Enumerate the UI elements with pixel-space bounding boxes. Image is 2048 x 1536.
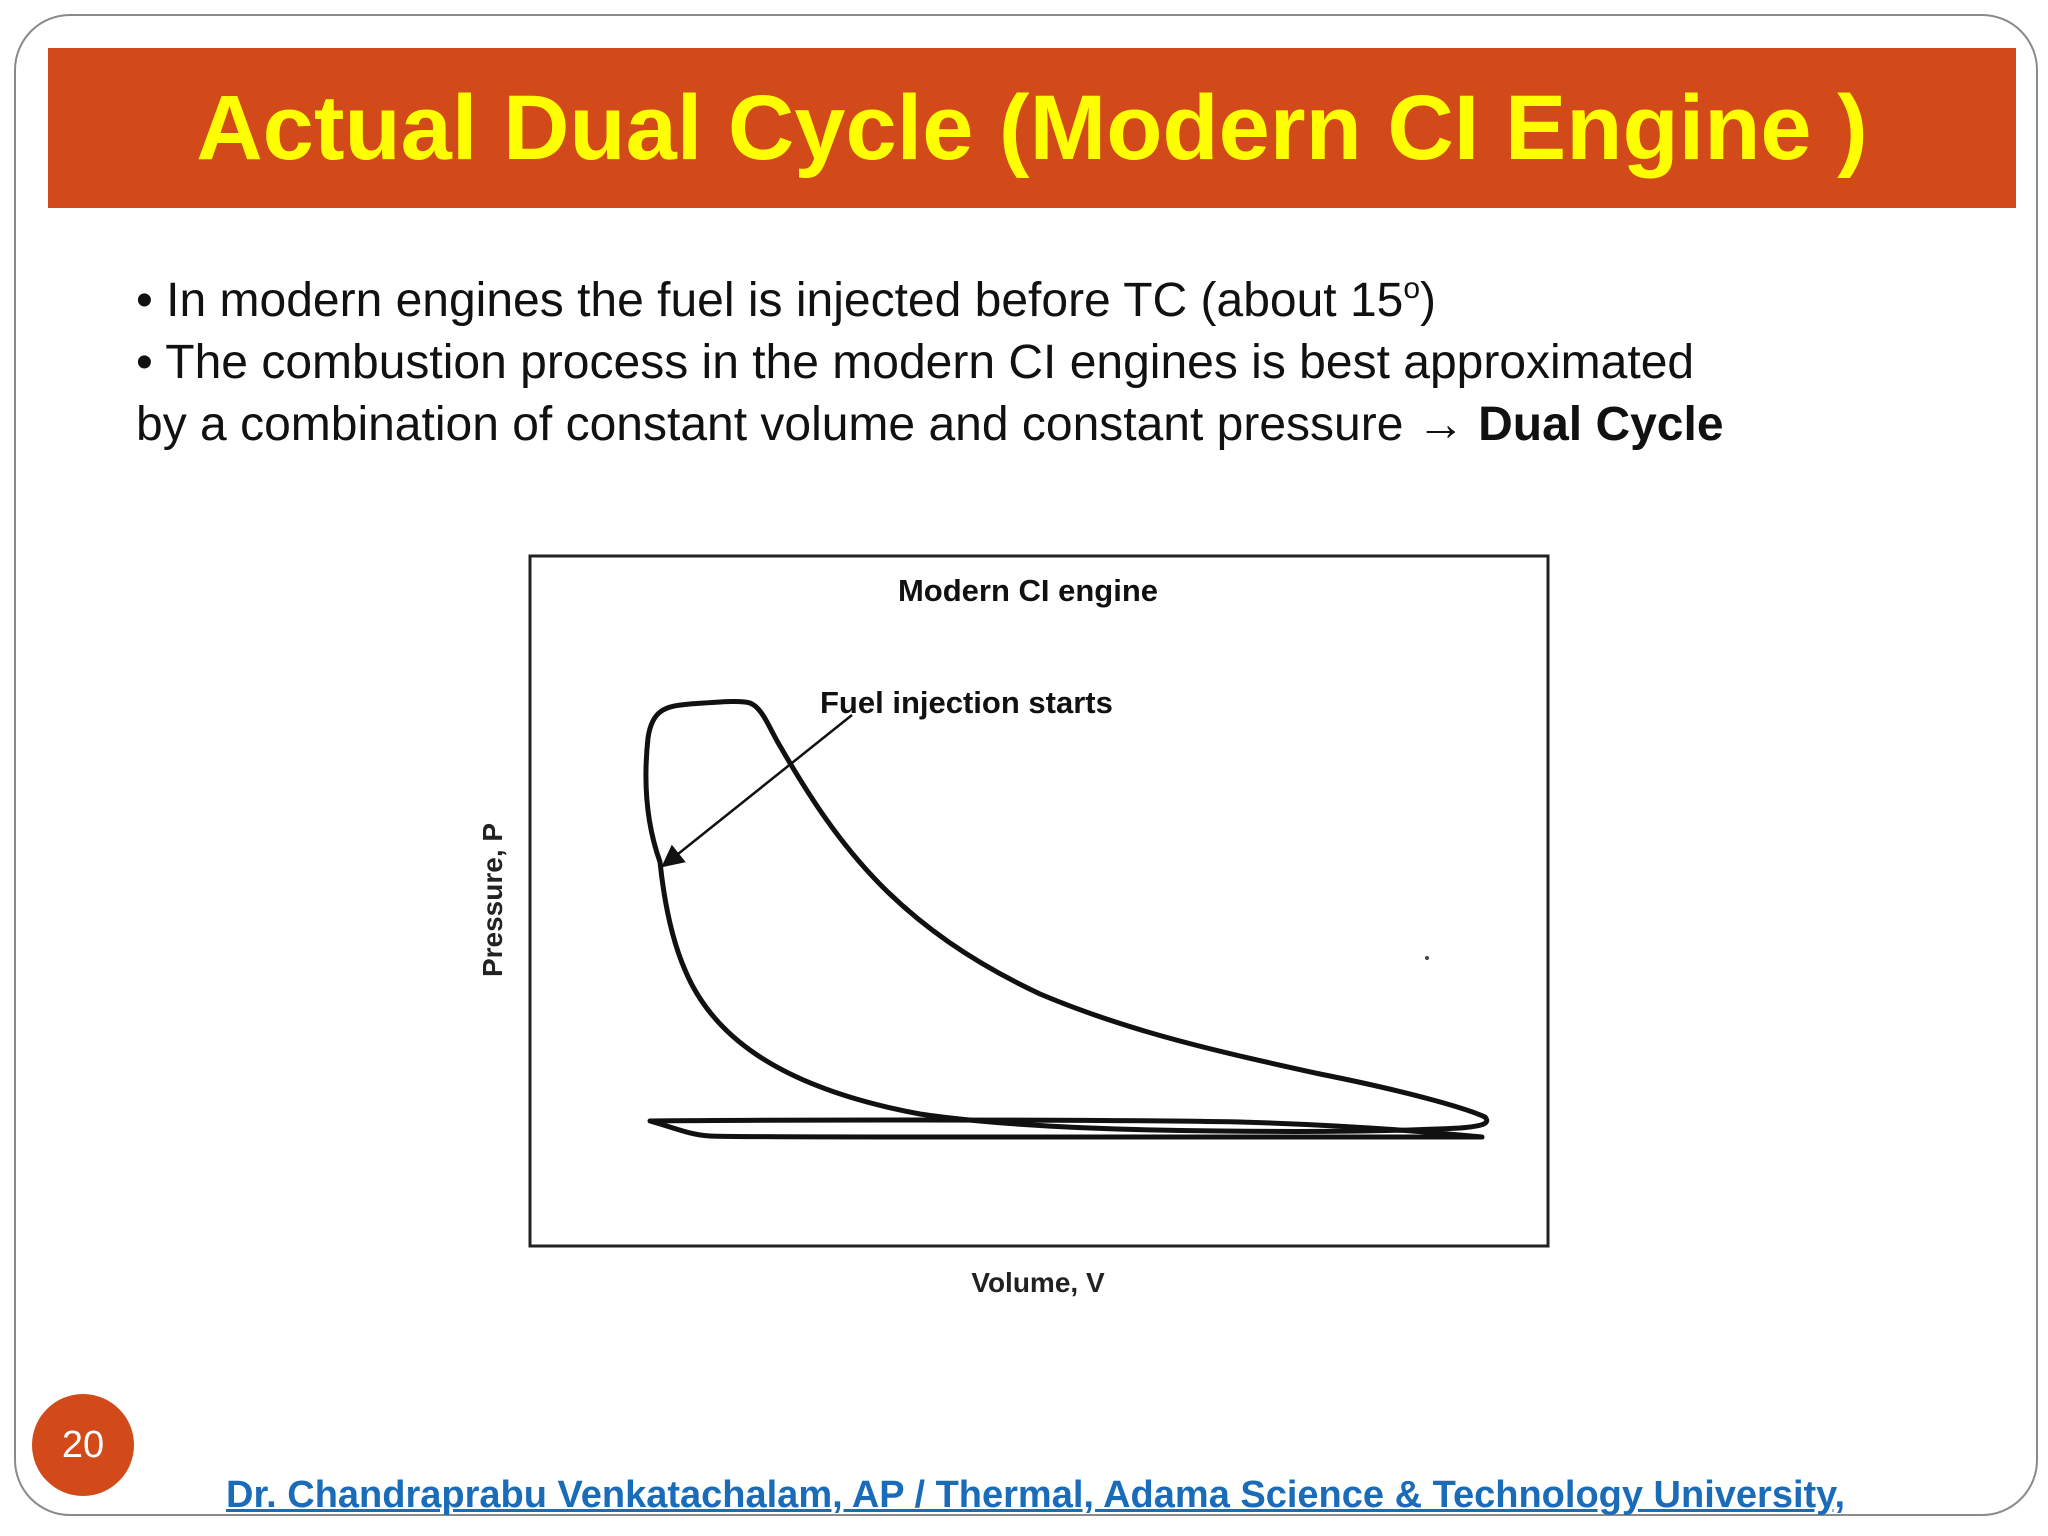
footer-credit: Dr. Chandraprabu Venkatachalam, AP / The… (226, 1474, 1846, 1516)
bullet-2-text: by a combination of constant volume and … (136, 398, 1417, 451)
fuel-injection-arrow (661, 714, 853, 868)
y-axis-label: Pressure, P (477, 823, 508, 977)
exhaust-intake-loop (647, 1117, 1485, 1140)
title-bar: Actual Dual Cycle (Modern CI Engine ) (48, 48, 2016, 208)
page-number-badge: 20 (32, 1394, 134, 1496)
bullet-list: • In modern engines the fuel is injected… (136, 270, 1936, 456)
slide-title: Actual Dual Cycle (Modern CI Engine ) (196, 77, 1868, 179)
diagram-title: Modern CI engine (898, 573, 1158, 608)
page-number: 20 (61, 1423, 105, 1466)
degree-superscript: o (1403, 272, 1421, 305)
bullet-1: • In modern engines the fuel is injected… (136, 270, 1936, 332)
plot-frame (528, 554, 1550, 1248)
right-arrow-icon: → (1416, 398, 1465, 451)
x-axis-label: Volume, V (971, 1267, 1105, 1298)
bullet-2-line-1: • The combustion process in the modern C… (136, 336, 1695, 389)
expansion-compression-loop (643, 698, 1490, 1135)
speck-mark (1425, 956, 1429, 960)
bullet-1-text-end: ) (1420, 274, 1437, 327)
bullet-1-text: • In modern engines the fuel is injected… (136, 274, 1404, 327)
fuel-injection-label: Fuel injection starts (820, 685, 1113, 720)
bullet-2-line-2: by a combination of constant volume and … (136, 394, 1936, 456)
pv-diagram: Modern CI engine Fuel injection starts V… (477, 554, 1550, 1298)
dual-cycle-emphasis: Dual Cycle (1478, 398, 1724, 451)
